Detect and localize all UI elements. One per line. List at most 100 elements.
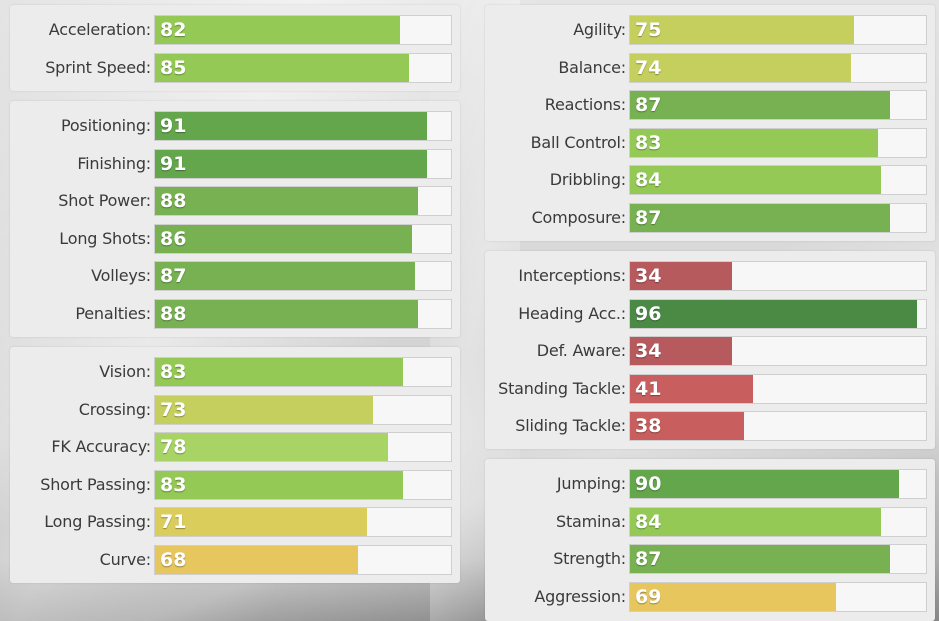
stat-bar-track: 85 bbox=[154, 52, 452, 83]
stat-row-strength: Strength: 87 bbox=[485, 544, 935, 574]
stat-bar-fill bbox=[155, 470, 403, 499]
stat-bar-fill bbox=[155, 508, 367, 536]
stat-bar-track: 86 bbox=[154, 223, 452, 254]
stat-value: 78 bbox=[160, 436, 187, 458]
stat-label: Stamina: bbox=[555, 511, 626, 531]
stat-value: 82 bbox=[160, 19, 187, 41]
stat-bar-track: 68 bbox=[154, 544, 452, 575]
stat-value: 69 bbox=[635, 585, 662, 608]
stat-bar-track: 84 bbox=[629, 506, 927, 537]
stat-bar-track: 34 bbox=[629, 336, 927, 366]
stat-label: Vision: bbox=[99, 362, 151, 381]
stat-bar-track: 78 bbox=[154, 432, 452, 462]
stat-value: 73 bbox=[160, 398, 187, 421]
stat-label: Shot Power: bbox=[58, 191, 151, 210]
stat-bar-track: 87 bbox=[629, 90, 927, 120]
stat-row-long-passing: Long Passing: 71 bbox=[10, 507, 460, 537]
stat-row-short-passing: Short Passing: 83 bbox=[10, 469, 460, 500]
stat-bar-track: 91 bbox=[154, 111, 452, 141]
stat-group-1: Acceleration: 82 Sprint Speed: 85 bbox=[10, 5, 460, 91]
stat-bar-fill bbox=[155, 262, 415, 290]
stat-bar-fill bbox=[630, 91, 890, 119]
stat-label: Dribbling: bbox=[549, 170, 626, 189]
stat-value: 83 bbox=[160, 473, 187, 496]
stat-bar-fill bbox=[630, 262, 732, 290]
stat-bar-fill bbox=[630, 412, 744, 440]
stat-value: 75 bbox=[635, 19, 662, 41]
stat-bar-track: 41 bbox=[629, 373, 927, 404]
stat-row-shot-power: Shot Power: 88 bbox=[10, 186, 460, 216]
stat-bar-fill bbox=[155, 395, 373, 424]
stat-row-volleys: Volleys: 87 bbox=[10, 261, 460, 291]
stat-bar-fill bbox=[630, 16, 854, 44]
stat-label: Strength: bbox=[553, 549, 626, 568]
stat-group-3: Vision: 83 Crossing: 73 FK Accuracy: 78 Short … bbox=[10, 347, 460, 583]
stat-value: 34 bbox=[635, 340, 662, 362]
stat-label: Sprint Speed: bbox=[45, 57, 151, 77]
stat-bar-track: 34 bbox=[629, 261, 927, 291]
stat-value: 41 bbox=[635, 377, 662, 400]
stat-value: 86 bbox=[160, 227, 187, 250]
stat-value: 90 bbox=[635, 473, 662, 495]
stat-bar-fill bbox=[630, 53, 851, 82]
stat-value: 87 bbox=[160, 265, 187, 287]
stat-label: Ball Control: bbox=[530, 132, 627, 152]
stat-value: 88 bbox=[160, 190, 187, 212]
stat-bar-fill bbox=[155, 433, 388, 461]
stat-bar-track: 83 bbox=[154, 357, 452, 387]
stat-value: 83 bbox=[635, 131, 662, 154]
stat-bar-track: 82 bbox=[154, 15, 452, 45]
stat-label: Long Shots: bbox=[59, 228, 151, 248]
stat-label: Sliding Tackle: bbox=[515, 416, 626, 435]
stat-bar-track: 74 bbox=[629, 52, 927, 83]
stat-label: Agility: bbox=[573, 20, 626, 39]
stat-value: 71 bbox=[160, 511, 187, 533]
stat-bar-track: 38 bbox=[629, 411, 927, 441]
stat-row-acceleration: Acceleration: 82 bbox=[10, 15, 460, 45]
stat-row-stamina: Stamina: 84 bbox=[485, 506, 935, 537]
stat-bar-fill bbox=[630, 582, 836, 611]
stat-label: Volleys: bbox=[91, 266, 151, 285]
stat-bar-track: 83 bbox=[154, 469, 452, 500]
stat-bar-fill bbox=[155, 112, 427, 140]
stat-row-penalties: Penalties: 88 bbox=[10, 298, 460, 329]
stat-row-sprint-speed: Sprint Speed: 85 bbox=[10, 52, 460, 83]
stat-bar-fill bbox=[155, 16, 400, 44]
stat-value: 38 bbox=[635, 415, 662, 437]
stat-group-5: Interceptions: 34 Heading Acc.: 96 Def. Awar… bbox=[485, 251, 935, 449]
stat-label: Composure: bbox=[531, 207, 627, 227]
stat-value: 87 bbox=[635, 206, 662, 229]
stat-label: FK Accuracy: bbox=[51, 437, 151, 456]
stat-label: Finishing: bbox=[77, 153, 151, 173]
stat-row-agility: Agility: 75 bbox=[485, 15, 935, 45]
stat-row-reactions: Reactions: 87 bbox=[485, 90, 935, 120]
stat-label: Reactions: bbox=[544, 95, 626, 114]
stat-bar-track: 91 bbox=[154, 148, 452, 179]
stat-value: 87 bbox=[635, 94, 662, 116]
stat-row-vision: Vision: 83 bbox=[10, 357, 460, 387]
stat-label: Positioning: bbox=[60, 116, 151, 135]
stat-row-composure: Composure: 87 bbox=[485, 202, 935, 233]
stat-bar-track: 87 bbox=[629, 544, 927, 574]
stat-value: 91 bbox=[160, 152, 187, 175]
stat-row-curve: Curve: 68 bbox=[10, 544, 460, 575]
stat-value: 96 bbox=[635, 302, 662, 325]
stat-bar-fill bbox=[630, 203, 890, 232]
stat-label: Standing Tackle: bbox=[498, 378, 626, 398]
stat-value: 88 bbox=[160, 302, 187, 325]
stat-label: Jumping: bbox=[556, 474, 626, 493]
stat-bar-fill bbox=[630, 507, 881, 536]
stat-value: 84 bbox=[635, 169, 662, 191]
stat-label: Penalties: bbox=[75, 303, 151, 323]
stat-bar-fill bbox=[155, 149, 427, 178]
stat-label: Curve: bbox=[99, 549, 152, 569]
stat-row-crossing: Crossing: 73 bbox=[10, 394, 460, 425]
stat-label: Short Passing: bbox=[40, 474, 151, 494]
stat-group-6: Jumping: 90 Stamina: 84 Strength: 87 Aggressio… bbox=[485, 459, 935, 621]
stat-bar-track: 83 bbox=[629, 127, 927, 158]
stat-row-long-shots: Long Shots: 86 bbox=[10, 223, 460, 254]
stat-label: Crossing: bbox=[78, 399, 151, 419]
stat-bar-track: 87 bbox=[154, 261, 452, 291]
stat-bar-track: 75 bbox=[629, 15, 927, 45]
stat-bar-fill bbox=[155, 224, 412, 253]
